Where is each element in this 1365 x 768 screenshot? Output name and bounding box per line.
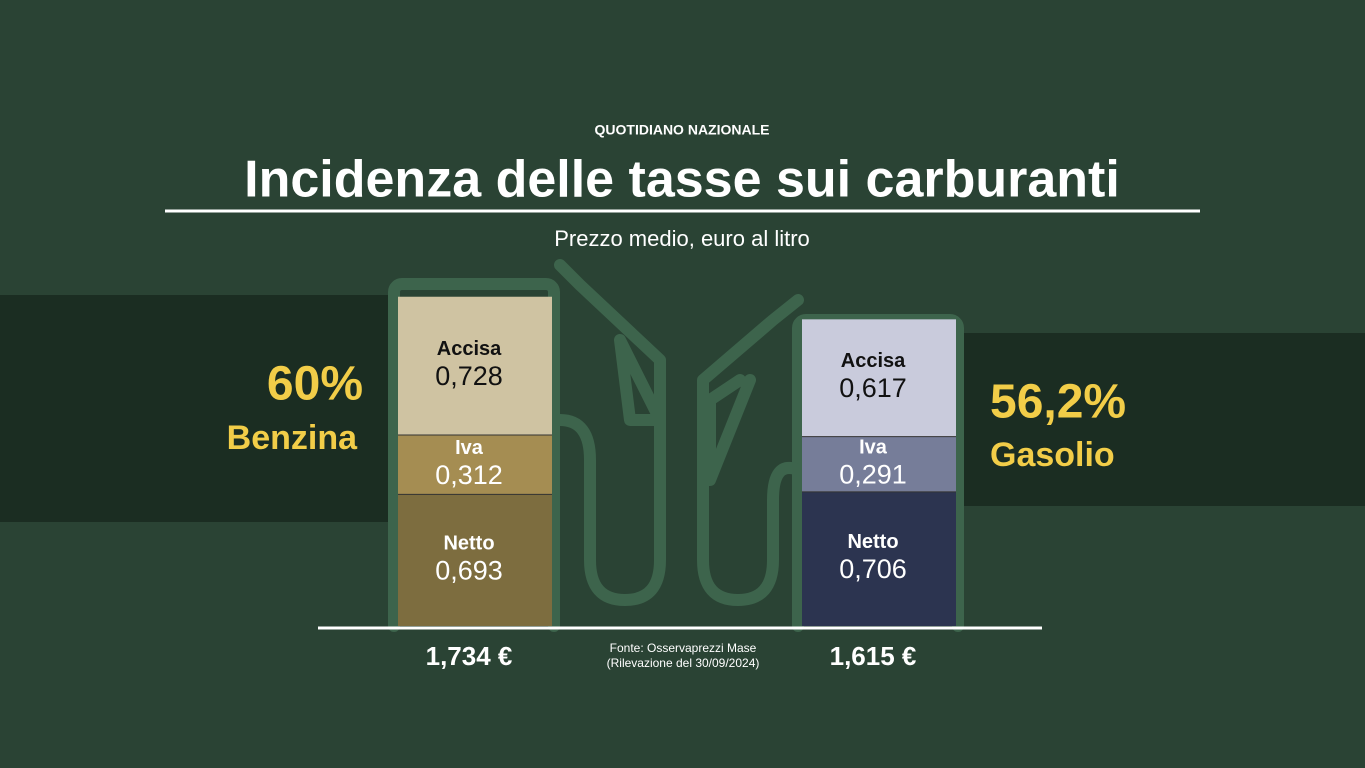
segment-name: Iva [455,437,484,459]
segment-value: 0,617 [839,373,907,403]
segment-name: Accisa [437,338,502,360]
band [960,333,1365,506]
segment-value: 0,693 [435,555,503,585]
subtitle: Prezzo medio, euro al litro [554,226,810,251]
segment-name: Netto [443,532,494,554]
segment-value: 0,312 [435,460,503,490]
bar-segment [802,436,956,492]
bar-segment [802,319,956,437]
bar-segment [398,435,552,495]
publisher: QUOTIDIANO NAZIONALE [595,122,770,138]
bar-segment [398,296,552,436]
total-label: 1,734 € [426,641,513,671]
segment-name: Netto [847,531,898,553]
segment-value: 0,706 [839,554,907,584]
bar-segment [398,494,552,626]
segment-value: 0,291 [839,459,907,489]
bar-segment [802,491,956,626]
total-label: 1,615 € [830,641,917,671]
source: (Rilevazione del 30/09/2024) [607,656,760,670]
segment-name: Iva [859,436,888,458]
segment-value: 0,728 [435,361,503,391]
chart-title: Incidenza delle tasse sui carburanti [244,151,1120,209]
pump-outline [388,259,964,632]
share-label: 60% [267,358,363,411]
share-label: 56,2% [990,376,1126,429]
category-label: Benzina [227,419,358,457]
band [0,295,390,522]
source: Fonte: Osservaprezzi Mase [610,641,757,655]
segment-name: Accisa [841,350,906,372]
category-label: Gasolio [990,436,1115,474]
